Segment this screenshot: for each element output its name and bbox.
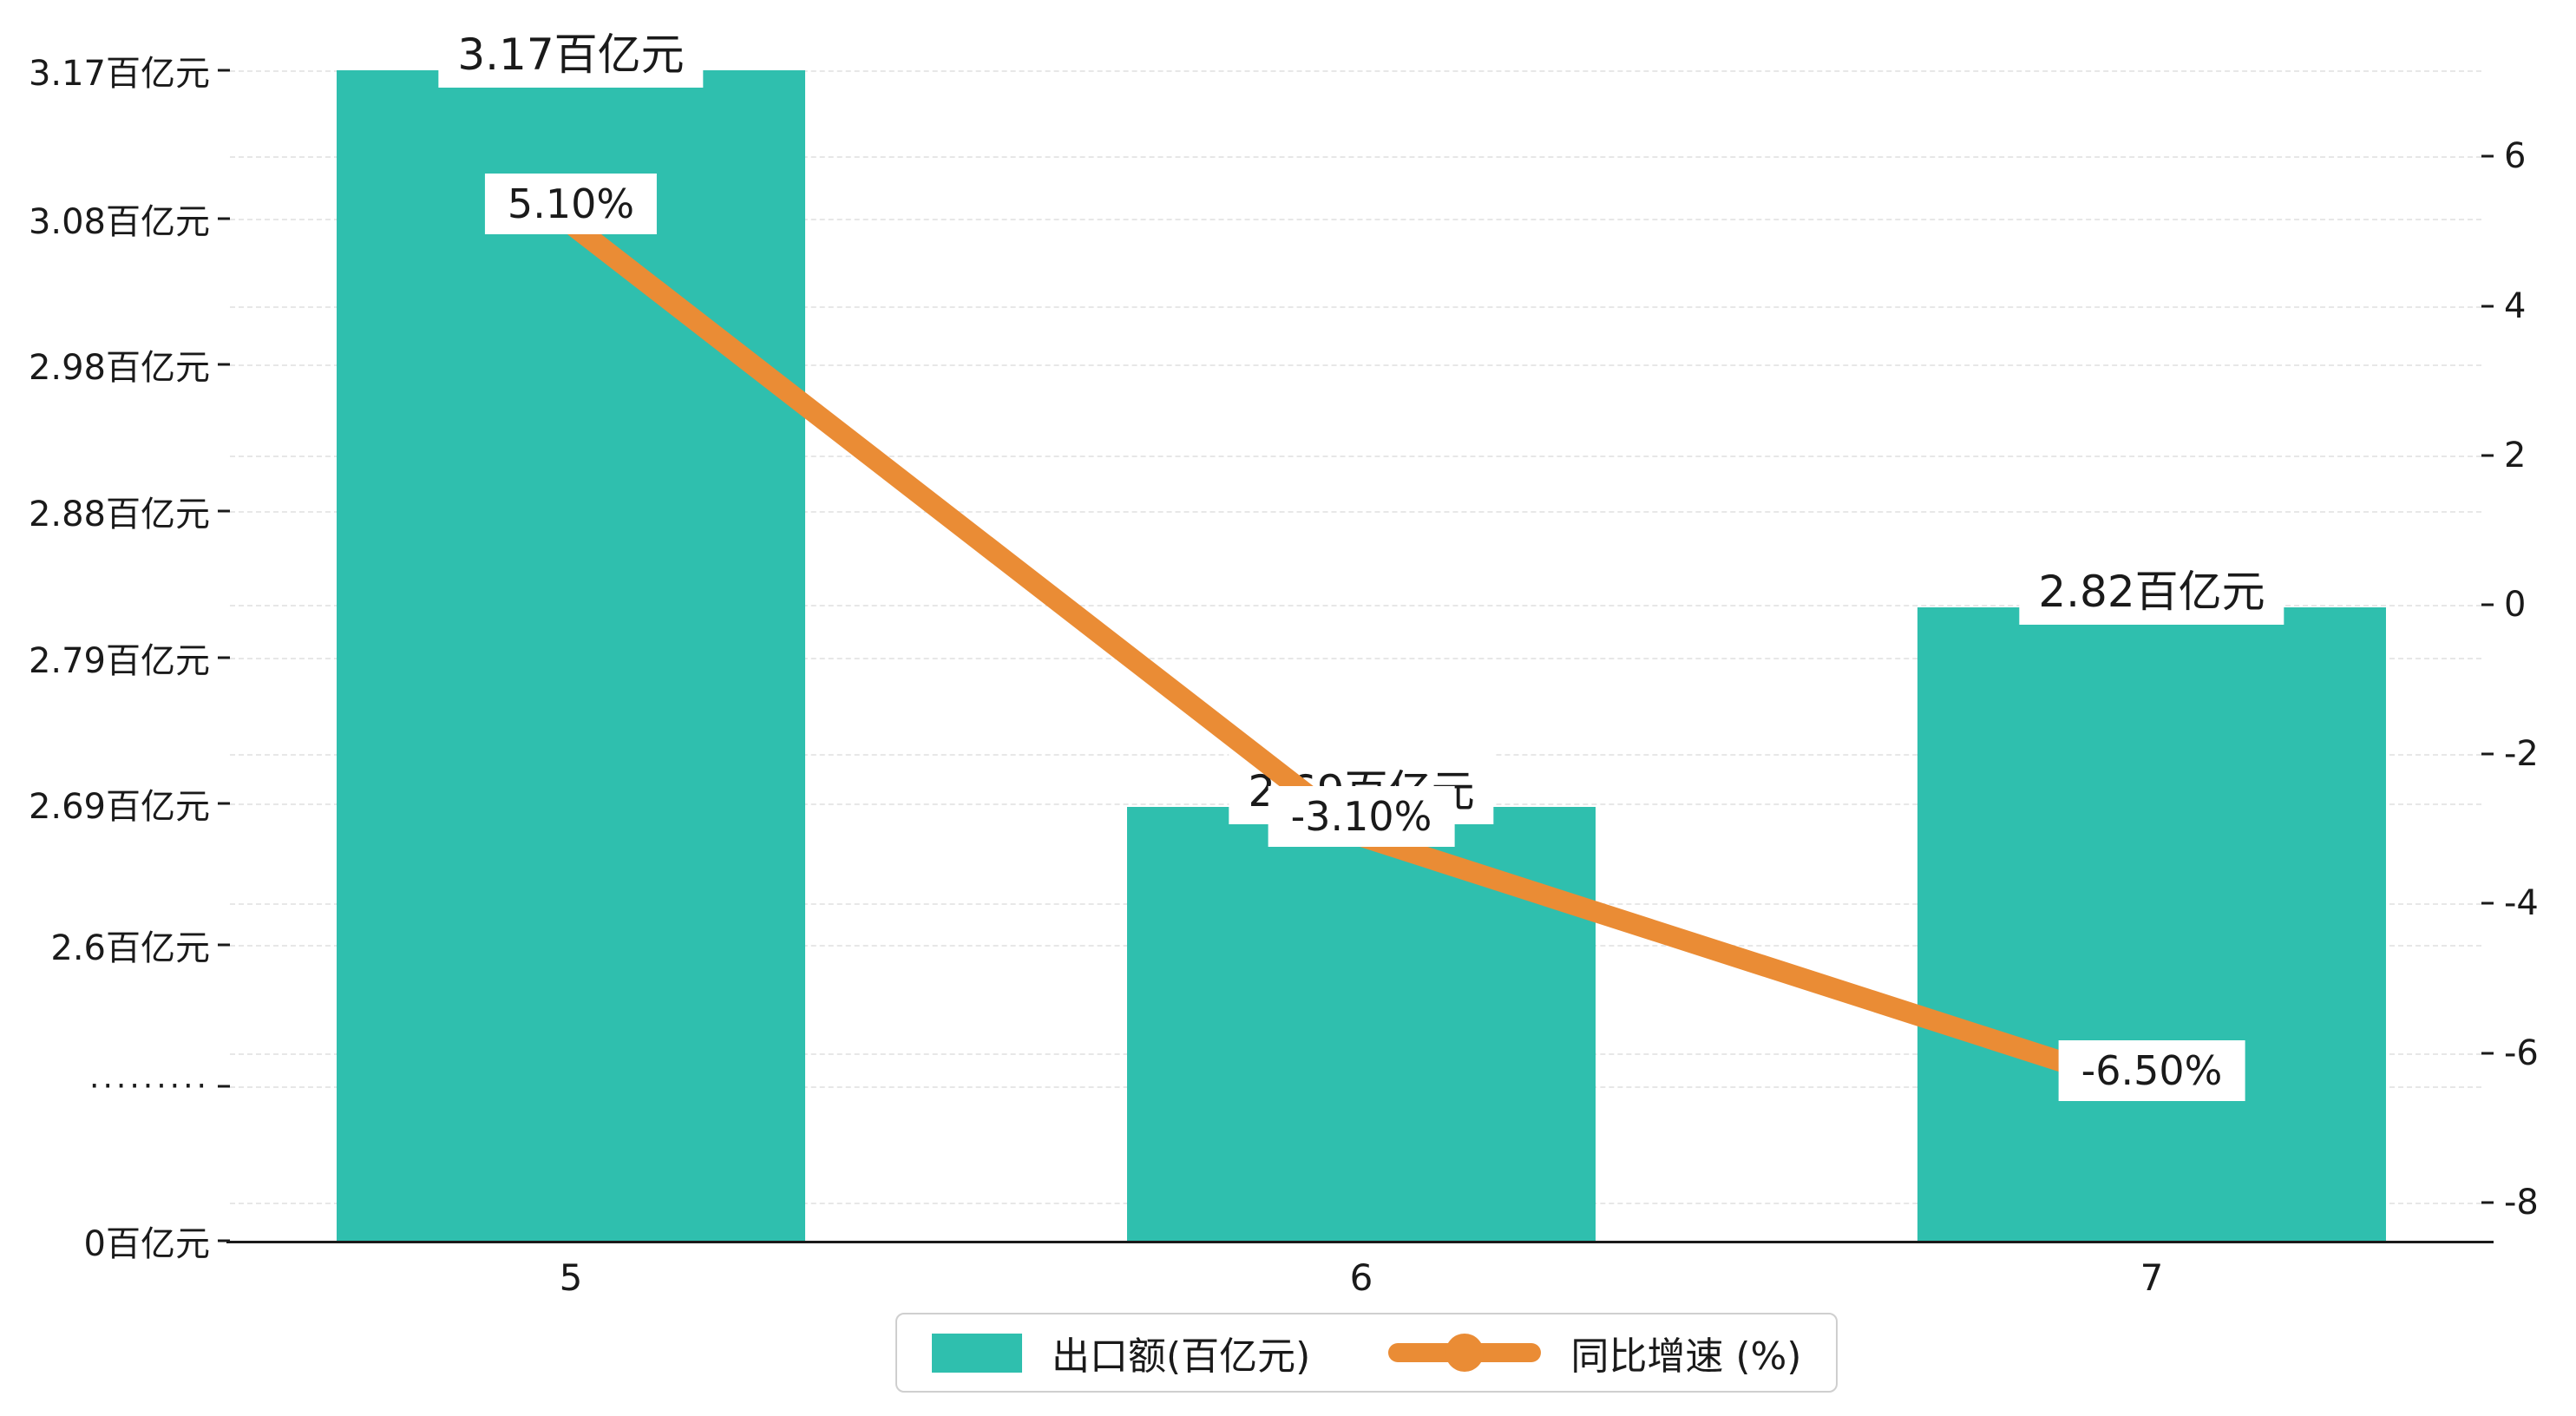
x-axis-tick-label: 7 xyxy=(2140,1256,2164,1299)
line-point-label: -6.50% xyxy=(2058,1040,2245,1101)
left-axis-tick-label: 3.08百亿元 xyxy=(28,202,210,242)
legend: 出口额(百亿元) 同比增速 (%) xyxy=(895,1313,1839,1393)
gridline xyxy=(230,658,2481,659)
x-axis-tick-label: 6 xyxy=(1349,1256,1373,1299)
gridline xyxy=(230,456,2481,457)
left-tick-mark xyxy=(218,1239,230,1242)
right-axis-tick-label: -2 xyxy=(2504,734,2539,774)
left-tick-mark xyxy=(218,217,230,220)
left-axis-tick-label: 2.79百亿元 xyxy=(28,641,210,681)
left-tick-mark xyxy=(218,802,230,805)
left-axis-tick-label: 3.17百亿元 xyxy=(28,54,210,94)
right-axis-tick-label: -4 xyxy=(2504,883,2539,923)
gridline xyxy=(230,156,2481,158)
right-tick-mark xyxy=(2481,1201,2494,1204)
right-axis-tick-label: 6 xyxy=(2504,136,2527,176)
left-axis-tick-label: ········· xyxy=(89,1068,210,1105)
bar-value-label: 3.17百亿元 xyxy=(438,15,704,88)
right-tick-mark xyxy=(2481,1052,2494,1055)
bar xyxy=(1917,607,2386,1241)
bar-value-label: 2.82百亿元 xyxy=(2019,552,2284,625)
line-point-label: -3.10% xyxy=(1268,786,1455,847)
right-tick-mark xyxy=(2481,752,2494,756)
right-axis-tick-label: 2 xyxy=(2504,436,2527,475)
legend-bar-label: 出口额(百亿元) xyxy=(1052,1334,1311,1379)
right-tick-mark xyxy=(2481,454,2494,457)
legend-line-dot-icon xyxy=(1445,1334,1485,1372)
x-axis-tick-label: 5 xyxy=(559,1256,583,1299)
right-axis-tick-label: 0 xyxy=(2504,585,2527,625)
right-axis-tick-label: -6 xyxy=(2504,1033,2539,1073)
legend-line-marker-icon xyxy=(1388,1333,1542,1373)
left-tick-mark xyxy=(218,363,230,366)
right-tick-mark xyxy=(2481,603,2494,606)
right-axis-tick-label: -8 xyxy=(2504,1183,2539,1223)
bar xyxy=(337,70,805,1241)
left-axis-tick-label: 0百亿元 xyxy=(83,1224,210,1264)
x-axis-line xyxy=(226,1241,2494,1243)
right-axis-tick-label: 4 xyxy=(2504,286,2527,326)
legend-bar-swatch-icon xyxy=(932,1333,1022,1373)
legend-line-label: 同比增速 (%) xyxy=(1570,1334,1802,1379)
left-axis-tick-label: 2.69百亿元 xyxy=(28,787,210,827)
left-tick-mark xyxy=(218,943,230,947)
left-tick-mark xyxy=(218,509,230,513)
left-axis-tick-label: 2.88百亿元 xyxy=(28,495,210,534)
left-tick-mark xyxy=(218,656,230,659)
gridline xyxy=(230,605,2481,606)
right-tick-mark xyxy=(2481,305,2494,308)
gridline xyxy=(230,70,2481,72)
gridline xyxy=(230,364,2481,366)
left-axis-tick-label: 2.6百亿元 xyxy=(50,928,210,968)
left-axis-tick-label: 2.98百亿元 xyxy=(28,348,210,388)
right-tick-mark xyxy=(2481,154,2494,158)
line-point-label: 5.10% xyxy=(484,174,658,234)
left-tick-mark xyxy=(218,1085,230,1088)
right-tick-mark xyxy=(2481,901,2494,905)
gridline xyxy=(230,306,2481,308)
left-tick-mark xyxy=(218,69,230,72)
gridline xyxy=(230,511,2481,513)
gridline xyxy=(230,219,2481,220)
